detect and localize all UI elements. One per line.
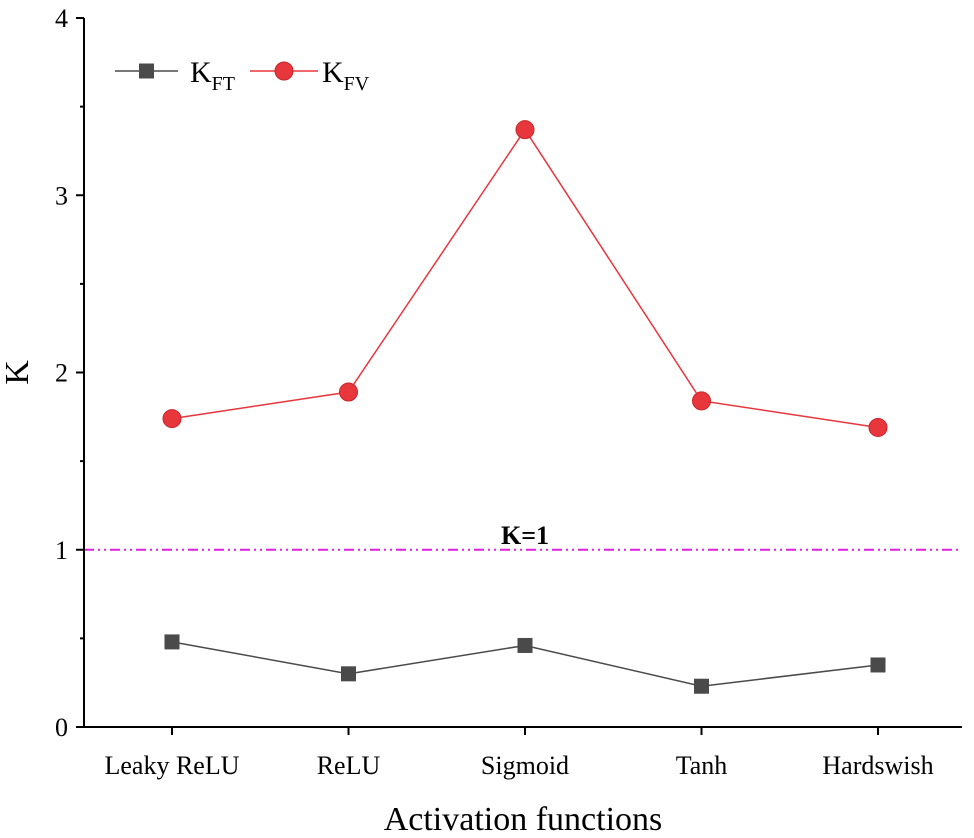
legend-marker-k-fv	[274, 61, 294, 81]
reference-line-label: K=1	[501, 521, 549, 550]
x-tick-label: ReLU	[317, 751, 381, 780]
y-tick-label: 3	[55, 181, 68, 210]
y-tick-label: 2	[55, 359, 68, 388]
data-point-k-fv	[692, 391, 711, 411]
y-tick-label: 1	[55, 536, 68, 565]
data-point-k-ft	[164, 634, 180, 650]
x-tick-label: Hardswish	[822, 751, 933, 780]
data-point-k-ft	[870, 657, 886, 673]
legend-subscript-k-ft: FT	[212, 73, 235, 95]
y-tick-label: 4	[55, 4, 68, 33]
x-tick-label: Leaky ReLU	[104, 751, 239, 780]
data-point-k-fv	[868, 417, 888, 437]
data-point-k-fv	[339, 382, 358, 402]
data-point-k-ft	[517, 637, 533, 653]
legend: KFT KFV	[115, 56, 370, 95]
legend-marker-k-ft	[139, 63, 154, 79]
data-point-k-ft	[341, 666, 356, 682]
data-point-k-ft	[694, 678, 709, 694]
y-tick-label: 0	[55, 713, 68, 742]
x-tick-label: Sigmoid	[481, 751, 569, 780]
data-point-k-fv	[162, 409, 182, 429]
data-point-k-fv	[515, 120, 535, 140]
x-axis-title: Activation functions	[384, 801, 663, 838]
series-k-fv	[162, 120, 888, 437]
series-k-ft	[164, 634, 886, 694]
series-layer	[162, 120, 888, 694]
y-axis-ticks: 0 1 2 3 4	[55, 4, 84, 742]
x-tick-label: Tanh	[676, 751, 728, 780]
legend-subscript-k-fv: FV	[344, 73, 370, 95]
y-axis-title: K	[0, 360, 36, 385]
x-axis-ticks: Leaky ReLU ReLU Sigmoid Tanh Hardswish	[104, 727, 934, 780]
